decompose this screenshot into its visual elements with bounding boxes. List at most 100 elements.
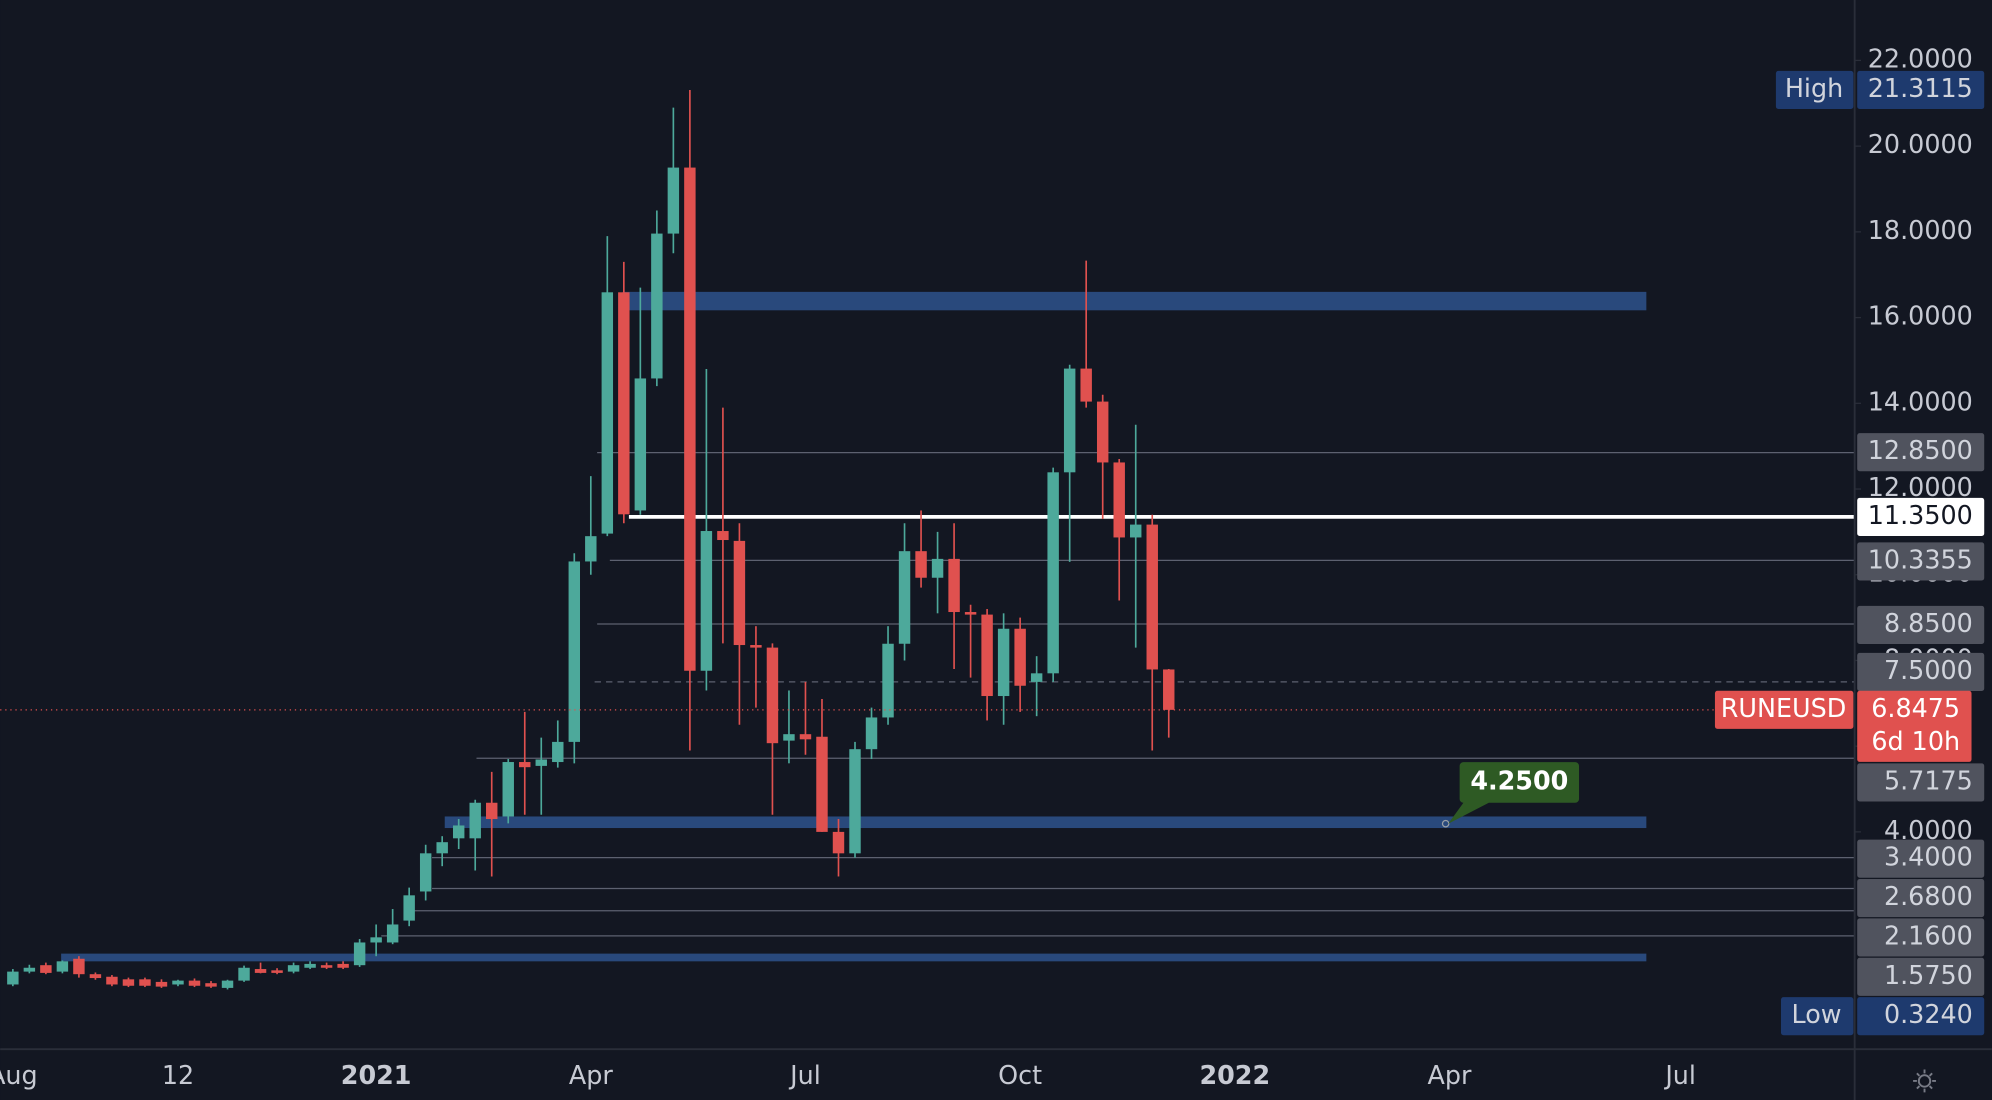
candle-body <box>717 531 729 541</box>
candle-body <box>139 979 151 986</box>
level-label-box <box>1857 763 1985 802</box>
candle-body <box>1130 524 1142 538</box>
level-label-box <box>1857 497 1985 537</box>
candle-body <box>436 842 448 854</box>
candle-body <box>353 942 366 966</box>
candle-body <box>254 969 267 973</box>
candle-body <box>320 965 333 968</box>
candle-body <box>1113 462 1125 538</box>
candle-body <box>486 802 498 820</box>
y-tick-label: 20.0000 <box>1868 129 1973 159</box>
candle-body <box>452 825 465 839</box>
zone <box>444 816 1647 829</box>
y-tick-label: 16.0000 <box>1868 301 1973 331</box>
candle-body <box>832 831 845 854</box>
high-value-box <box>1857 70 1985 109</box>
candle-body <box>535 759 547 766</box>
level-label-box <box>1857 652 1985 691</box>
candle-body <box>106 976 118 985</box>
candle-body <box>700 531 713 671</box>
candle-body <box>964 612 977 615</box>
candle-body <box>1014 628 1026 686</box>
candle-body <box>419 853 432 892</box>
level-label-box <box>1857 542 1985 581</box>
candle-body <box>23 967 36 972</box>
low-name-box <box>1780 997 1854 1036</box>
overlay: 4.2500 <box>0 709 1855 828</box>
candle-body <box>948 558 960 613</box>
x-tick-label: Jul <box>788 1060 821 1090</box>
callout-label: 4.2500 <box>1470 765 1568 795</box>
candle-body <box>7 971 19 985</box>
y-tick-label: 18.0000 <box>1868 215 1973 245</box>
candle-body <box>155 981 168 987</box>
level-label-box <box>1857 957 1985 996</box>
high-name-box <box>1775 70 1854 109</box>
candle-body <box>56 961 69 972</box>
level-label: 8.8500 <box>1884 608 1973 638</box>
candle-body <box>519 762 531 768</box>
candle-body <box>915 551 927 578</box>
high-value: 21.3115 <box>1868 73 1973 103</box>
x-tick-label: 2022 <box>1199 1060 1270 1090</box>
candle-body <box>469 802 481 839</box>
candle-body <box>585 536 597 562</box>
x-tick-label: 12 <box>162 1060 194 1090</box>
candle-body <box>370 937 382 943</box>
candle-body <box>502 762 514 817</box>
countdown: 6d 10h <box>1871 726 1960 756</box>
x-tick-label: Apr <box>569 1060 613 1090</box>
candle-body <box>882 643 894 718</box>
zones <box>61 291 1647 962</box>
candle-body <box>1030 673 1043 682</box>
candle-body <box>73 958 85 975</box>
level-label: 1.5750 <box>1884 960 1973 990</box>
candle-body <box>89 974 102 979</box>
candle-body <box>849 749 861 854</box>
candle-body <box>865 717 878 750</box>
x-tick-label: Oct <box>998 1060 1042 1090</box>
symbol: RUNEUSD <box>1721 693 1847 723</box>
level-label: 3.4000 <box>1884 842 1973 872</box>
level-label: 2.1600 <box>1884 920 1973 950</box>
level-label-box <box>1857 605 1985 644</box>
level-label-box <box>1857 433 1985 472</box>
x-tick-label: 2021 <box>341 1060 412 1090</box>
candle-body <box>651 233 663 379</box>
candle-body <box>601 292 614 534</box>
x-tick-label: Apr <box>1427 1060 1471 1090</box>
candle-body <box>783 734 795 741</box>
level-label: 5.7175 <box>1884 765 1973 795</box>
candle-body <box>799 734 812 740</box>
price-labels: 12.8500 11.3500 10.3355 8.8500 7.5000 5.7175 3… <box>1714 70 1985 1036</box>
y-tick-label: 12.0000 <box>1868 472 1973 502</box>
candle-body <box>1047 472 1059 674</box>
x-tick-label: Jul <box>1663 1060 1696 1090</box>
zone <box>61 953 1647 962</box>
callout-anchor <box>1441 819 1450 828</box>
candle-body <box>568 561 581 742</box>
candle-body <box>337 963 349 968</box>
levels <box>381 451 1855 937</box>
candle-body <box>287 965 300 972</box>
candle-body <box>271 970 283 973</box>
candle-body <box>40 965 52 973</box>
candle-body <box>205 983 217 987</box>
candle-body <box>981 614 993 697</box>
y-tick-label: 14.0000 <box>1868 386 1973 416</box>
settings-icon[interactable] <box>1913 1069 1936 1093</box>
candle-body <box>667 167 680 234</box>
level-label: 11.3500 <box>1868 500 1973 530</box>
candle-body <box>238 967 250 981</box>
candle-body <box>221 980 234 988</box>
last-price-box <box>1857 690 1972 762</box>
high-name: High <box>1785 73 1843 103</box>
candle-body <box>1080 368 1092 402</box>
y-tick-label: 22.0000 <box>1868 43 1973 73</box>
level-label-box <box>1857 918 1985 957</box>
callout-box <box>1448 762 1580 824</box>
candle-body <box>122 979 135 986</box>
